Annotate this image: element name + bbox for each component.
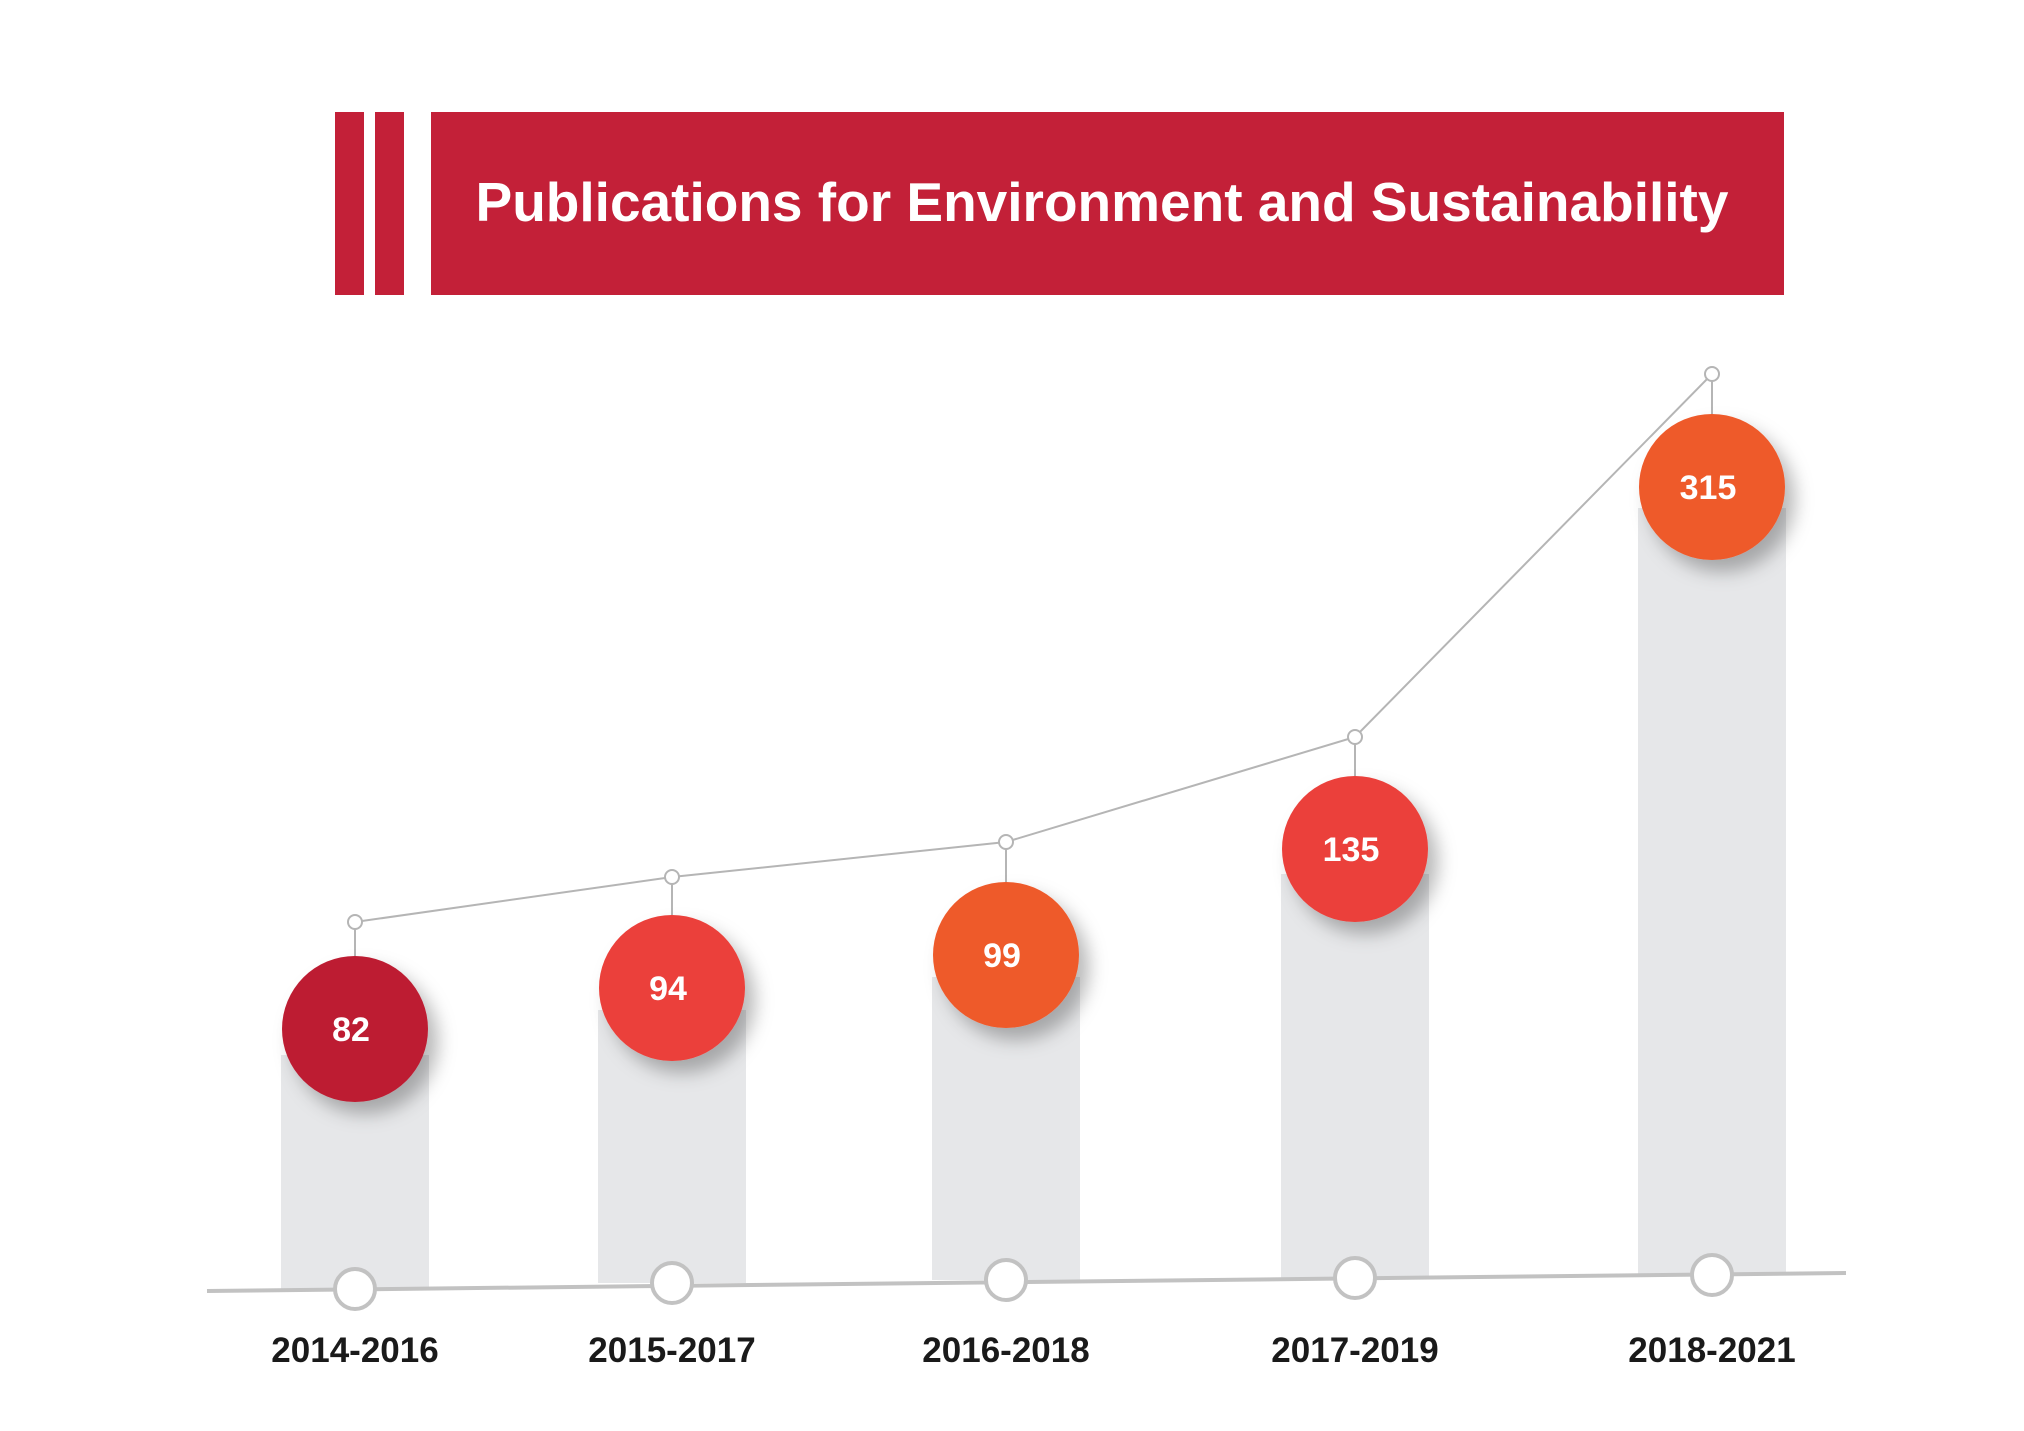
title-accent-bar-1: [335, 112, 364, 295]
x-tick-label: 2015-2017: [588, 1331, 755, 1370]
axis-node-2018-2021: [1690, 1253, 1734, 1297]
axis-node-2015-2017: [650, 1261, 694, 1305]
chart-title: Publications for Environment and Sustain…: [476, 171, 1729, 233]
trend-line: [354, 373, 1713, 923]
bubble-circle-2017-2019: [1282, 776, 1428, 922]
tick-labels: 2014-2016 2015-2017 2016-2018 2017-2019 2018…: [271, 1331, 1795, 1370]
x-tick-label: 2016-2018: [922, 1331, 1089, 1370]
trend-point-2017-2019: [1347, 729, 1363, 745]
bubble-2016-2018: 99: [933, 882, 1079, 1028]
trend-point-2016-2018: [998, 834, 1014, 850]
value-label: 315: [1680, 469, 1737, 507]
trend-point-2018-2021: [1704, 366, 1720, 382]
bubble-2015-2017: 94: [599, 915, 745, 1061]
value-label: 135: [1323, 831, 1380, 869]
bubbles: 82 94 99 135 315: [282, 414, 1785, 1102]
axis-node-2017-2019: [1333, 1256, 1377, 1300]
trend-layer: [347, 366, 1720, 956]
x-tick-label: 2018-2021: [1628, 1331, 1795, 1370]
value-label: 94: [649, 970, 687, 1008]
x-tick-label: 2014-2016: [271, 1331, 438, 1370]
trend-point-2014-2016: [347, 914, 363, 930]
bar-2017-2019: [1281, 874, 1429, 1278]
axis-node-2014-2016: [333, 1267, 377, 1311]
bar-2018-2021: [1638, 508, 1786, 1275]
bubble-circle-2018-2021: [1639, 414, 1785, 560]
x-tick-label: 2017-2019: [1271, 1331, 1438, 1370]
baseline-layer: [206, 1253, 1847, 1311]
value-label: 82: [332, 1011, 370, 1049]
title-accent-bar-2: [375, 112, 404, 295]
title-band: [431, 112, 1784, 295]
axis-node-2016-2018: [984, 1258, 1028, 1302]
trend-point-2015-2017: [664, 869, 680, 885]
bubble-2014-2016: 82: [282, 956, 428, 1102]
bubble-2017-2019: 135: [1282, 776, 1428, 922]
bubble-circle-2014-2016: [282, 956, 428, 1102]
bubble-circle-2016-2018: [933, 882, 1079, 1028]
bubble-circle-2015-2017: [599, 915, 745, 1061]
value-label: 99: [983, 937, 1021, 975]
bubble-2018-2021: 315: [1639, 414, 1785, 560]
